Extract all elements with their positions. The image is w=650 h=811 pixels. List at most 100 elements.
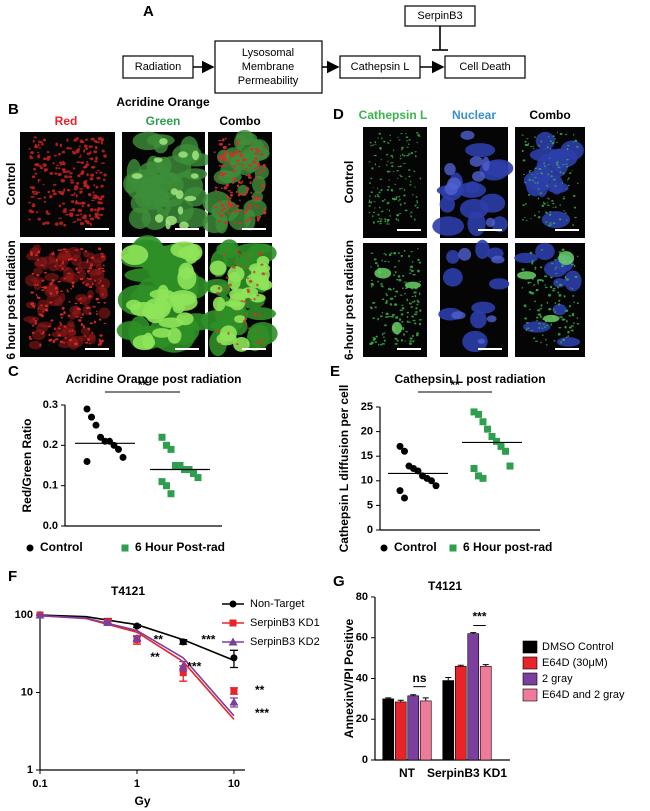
micrograph-detail bbox=[245, 273, 265, 289]
micrograph-detail bbox=[78, 145, 81, 148]
micrograph-detail bbox=[63, 325, 67, 328]
micrograph-detail bbox=[543, 326, 547, 328]
y-tick-label: 1 bbox=[27, 764, 33, 776]
micrograph-detail bbox=[246, 187, 250, 191]
micrograph-detail bbox=[73, 192, 76, 195]
micrograph-detail bbox=[235, 142, 239, 146]
micrograph-detail bbox=[223, 207, 227, 210]
micrograph-detail bbox=[43, 157, 47, 161]
micrograph-detail bbox=[88, 312, 92, 315]
micrograph-detail bbox=[576, 302, 579, 305]
micrograph-detail bbox=[225, 276, 230, 279]
micrograph-detail bbox=[370, 177, 373, 180]
micrograph-detail bbox=[178, 151, 188, 158]
micrograph-detail bbox=[539, 192, 543, 195]
micrograph-detail bbox=[37, 258, 40, 261]
micrograph-detail bbox=[397, 177, 399, 180]
micrograph-detail bbox=[381, 298, 385, 301]
micrograph-detail bbox=[374, 306, 377, 309]
micrograph-detail bbox=[557, 303, 561, 306]
micrograph-detail bbox=[380, 189, 382, 192]
micrograph-detail bbox=[30, 253, 34, 256]
micrograph-detail bbox=[387, 142, 390, 144]
micrograph-detail bbox=[245, 219, 250, 223]
micrograph-detail bbox=[544, 286, 548, 289]
micrograph-detail bbox=[393, 149, 395, 152]
micrograph-detail bbox=[554, 259, 556, 261]
micrograph-detail bbox=[369, 194, 371, 198]
micrograph-detail bbox=[550, 175, 553, 178]
micrograph-detail bbox=[395, 196, 398, 199]
data-point bbox=[178, 661, 188, 670]
micrograph-detail bbox=[172, 301, 186, 314]
micrograph-detail bbox=[368, 211, 371, 214]
data-point bbox=[190, 470, 197, 478]
micrograph-detail bbox=[522, 204, 525, 207]
micrograph-detail bbox=[416, 332, 419, 336]
micrograph-detail bbox=[404, 287, 407, 290]
micrograph-detail bbox=[28, 335, 31, 339]
micrograph-detail bbox=[232, 323, 234, 325]
micrograph-detail bbox=[410, 269, 414, 273]
micrograph-detail bbox=[251, 200, 254, 203]
micrograph-detail bbox=[90, 137, 95, 141]
micrograph-detail bbox=[541, 248, 543, 251]
micrograph-detail bbox=[40, 264, 44, 266]
micrograph-detail bbox=[85, 306, 90, 310]
micrograph-detail bbox=[541, 204, 545, 207]
micrograph-detail bbox=[465, 143, 496, 158]
micrograph-detail bbox=[389, 139, 392, 142]
data-point bbox=[158, 478, 166, 486]
data-point bbox=[484, 425, 491, 433]
micrograph-detail bbox=[75, 194, 78, 198]
micrograph-detail bbox=[404, 292, 406, 295]
micrograph-detail bbox=[60, 178, 65, 183]
micrograph-detail bbox=[57, 190, 62, 193]
micrograph-detail bbox=[545, 221, 547, 224]
error-bar bbox=[422, 697, 429, 701]
micrograph-detail bbox=[67, 170, 71, 173]
micrograph-detail bbox=[527, 142, 530, 145]
micrograph-detail bbox=[235, 204, 240, 208]
micrograph-detail bbox=[547, 197, 549, 199]
micrograph-detail bbox=[374, 207, 376, 209]
micrograph-detail bbox=[521, 134, 524, 136]
micrograph-detail bbox=[258, 196, 262, 200]
micrograph-detail bbox=[553, 340, 556, 342]
micrograph-detail bbox=[368, 201, 371, 204]
error-bar bbox=[385, 697, 392, 699]
micrograph-detail bbox=[259, 189, 264, 191]
micrograph-detail bbox=[225, 183, 230, 187]
micrograph-detail bbox=[243, 300, 246, 303]
micrograph-detail bbox=[393, 198, 396, 201]
micrograph-detail bbox=[38, 313, 41, 315]
micrograph-detail bbox=[537, 322, 541, 325]
micrograph-detail bbox=[514, 252, 539, 264]
micrograph-detail bbox=[535, 289, 539, 291]
micrograph-detail bbox=[260, 251, 263, 255]
micrograph-detail bbox=[246, 302, 249, 305]
micrograph-detail bbox=[374, 267, 392, 279]
micrograph-detail bbox=[209, 260, 227, 276]
micrograph-detail bbox=[99, 342, 103, 345]
micrograph-detail bbox=[61, 267, 64, 270]
micrograph-detail bbox=[258, 314, 263, 317]
micrograph-detail bbox=[403, 162, 406, 164]
y-tick-label: 5 bbox=[367, 499, 373, 511]
micrograph-detail bbox=[558, 251, 562, 254]
micrograph-detail bbox=[88, 307, 92, 309]
micrograph-detail bbox=[532, 337, 536, 339]
bar bbox=[467, 633, 480, 761]
micrograph-detail bbox=[409, 213, 411, 215]
micrograph-detail bbox=[58, 153, 61, 156]
micrograph-detail bbox=[372, 221, 375, 224]
micrograph-detail bbox=[376, 187, 379, 190]
micrograph-detail bbox=[557, 286, 559, 289]
y-tick-label: 0 bbox=[367, 524, 373, 536]
micrograph-detail bbox=[536, 182, 539, 184]
micrograph-detail bbox=[97, 247, 102, 251]
micrograph-detail bbox=[393, 266, 397, 268]
micrograph-detail bbox=[406, 316, 409, 318]
micrograph-detail bbox=[84, 341, 89, 344]
micrograph-detail bbox=[566, 219, 568, 221]
